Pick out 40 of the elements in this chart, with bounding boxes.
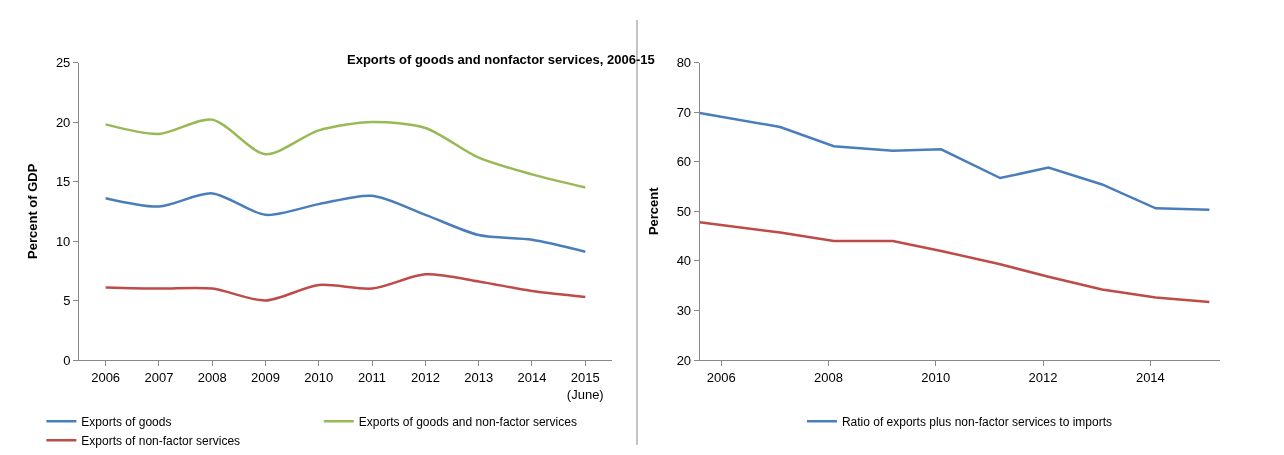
x-tick-label: 2009 bbox=[251, 369, 280, 385]
line-series bbox=[699, 220, 1211, 304]
line-series bbox=[104, 273, 587, 302]
x-tick-label: 2012 bbox=[410, 369, 440, 385]
y-tick-label: 50 bbox=[676, 203, 692, 219]
line-series bbox=[104, 118, 587, 189]
x-tick-label: 2010 bbox=[304, 369, 334, 385]
y-tick-label: 30 bbox=[676, 302, 692, 318]
y-tick-label: 70 bbox=[676, 104, 692, 120]
y-tick-label: 20 bbox=[55, 114, 71, 130]
legend-label: Exports of goods and non-factor services bbox=[358, 414, 577, 429]
x-tick-label: 2013 bbox=[464, 369, 494, 385]
y-tick-label: 40 bbox=[676, 253, 692, 269]
x-tick-label: 2015 (June) bbox=[566, 369, 604, 402]
legend-label: Ratio of exports plus non-factor services to imports bbox=[841, 414, 1113, 429]
y-tick-label: 0 bbox=[63, 352, 71, 368]
x-tick-label: 2006 bbox=[91, 369, 121, 385]
x-tick-label: 2014 bbox=[1135, 369, 1165, 385]
x-tick-label: 2008 bbox=[814, 369, 843, 385]
y-tick-label: 80 bbox=[676, 55, 692, 71]
x-tick-label: 2014 bbox=[517, 369, 547, 385]
x-tick-label: 2012 bbox=[1028, 369, 1058, 385]
y-tick-label: 5 bbox=[63, 293, 71, 309]
y-tick-label: 60 bbox=[676, 154, 692, 170]
x-tick-label: 2010 bbox=[921, 369, 951, 385]
y-tick-label: 25 bbox=[55, 55, 71, 71]
x-tick-label: 2006 bbox=[706, 369, 736, 385]
y-axis-title: Percent of GDP bbox=[24, 163, 40, 259]
x-tick-label: 2011 bbox=[358, 369, 387, 385]
chart-title: Exports of goods and nonfactor services, 2006-15 bbox=[347, 52, 655, 67]
legend-label: Exports of non-factor services bbox=[81, 433, 241, 448]
legend-label: Exports of goods bbox=[81, 414, 172, 429]
line-series bbox=[699, 111, 1211, 212]
x-tick-label: 2007 bbox=[144, 369, 174, 385]
line-series bbox=[104, 192, 587, 253]
y-axis-title: Percent bbox=[645, 186, 661, 236]
x-tick-label: 2008 bbox=[197, 369, 227, 385]
y-tick-label: 20 bbox=[676, 352, 692, 368]
y-tick-label: 15 bbox=[55, 174, 71, 190]
y-tick-label: 10 bbox=[55, 233, 71, 249]
